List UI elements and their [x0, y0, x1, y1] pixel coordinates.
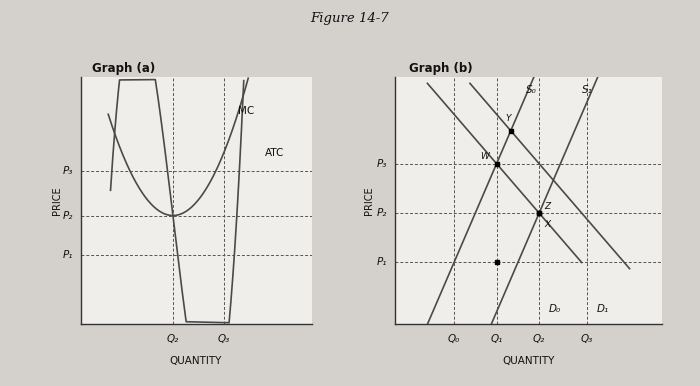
Text: MC: MC — [237, 106, 254, 116]
Text: P₃: P₃ — [63, 166, 74, 176]
Text: W: W — [480, 152, 489, 161]
Text: Q₀: Q₀ — [448, 334, 460, 344]
Text: ATC: ATC — [265, 148, 285, 158]
Text: P₁: P₁ — [63, 250, 74, 260]
Text: P₃: P₃ — [377, 159, 388, 169]
Text: QUANTITY: QUANTITY — [170, 356, 222, 366]
Text: S₀: S₀ — [526, 85, 536, 95]
Text: Q₃: Q₃ — [218, 334, 230, 344]
Text: P₂: P₂ — [377, 208, 388, 218]
Text: Y: Y — [505, 114, 511, 123]
Text: Figure 14-7: Figure 14-7 — [311, 12, 389, 25]
Text: Q₁: Q₁ — [491, 334, 503, 344]
Text: S₁: S₁ — [582, 85, 592, 95]
Text: PRICE: PRICE — [52, 186, 62, 215]
Text: D₀: D₀ — [549, 304, 561, 314]
Text: Q₂: Q₂ — [167, 334, 179, 344]
Text: X: X — [545, 220, 551, 230]
Text: Q₃: Q₃ — [581, 334, 593, 344]
Text: Graph (a): Graph (a) — [92, 62, 155, 74]
Text: P₂: P₂ — [63, 210, 74, 220]
Text: Q₂: Q₂ — [533, 334, 545, 344]
Text: D₁: D₁ — [597, 304, 609, 314]
Text: QUANTITY: QUANTITY — [503, 356, 554, 366]
Text: Graph (b): Graph (b) — [409, 62, 472, 74]
Text: P₁: P₁ — [377, 257, 388, 267]
Text: Z: Z — [545, 201, 551, 211]
Text: PRICE: PRICE — [364, 186, 374, 215]
